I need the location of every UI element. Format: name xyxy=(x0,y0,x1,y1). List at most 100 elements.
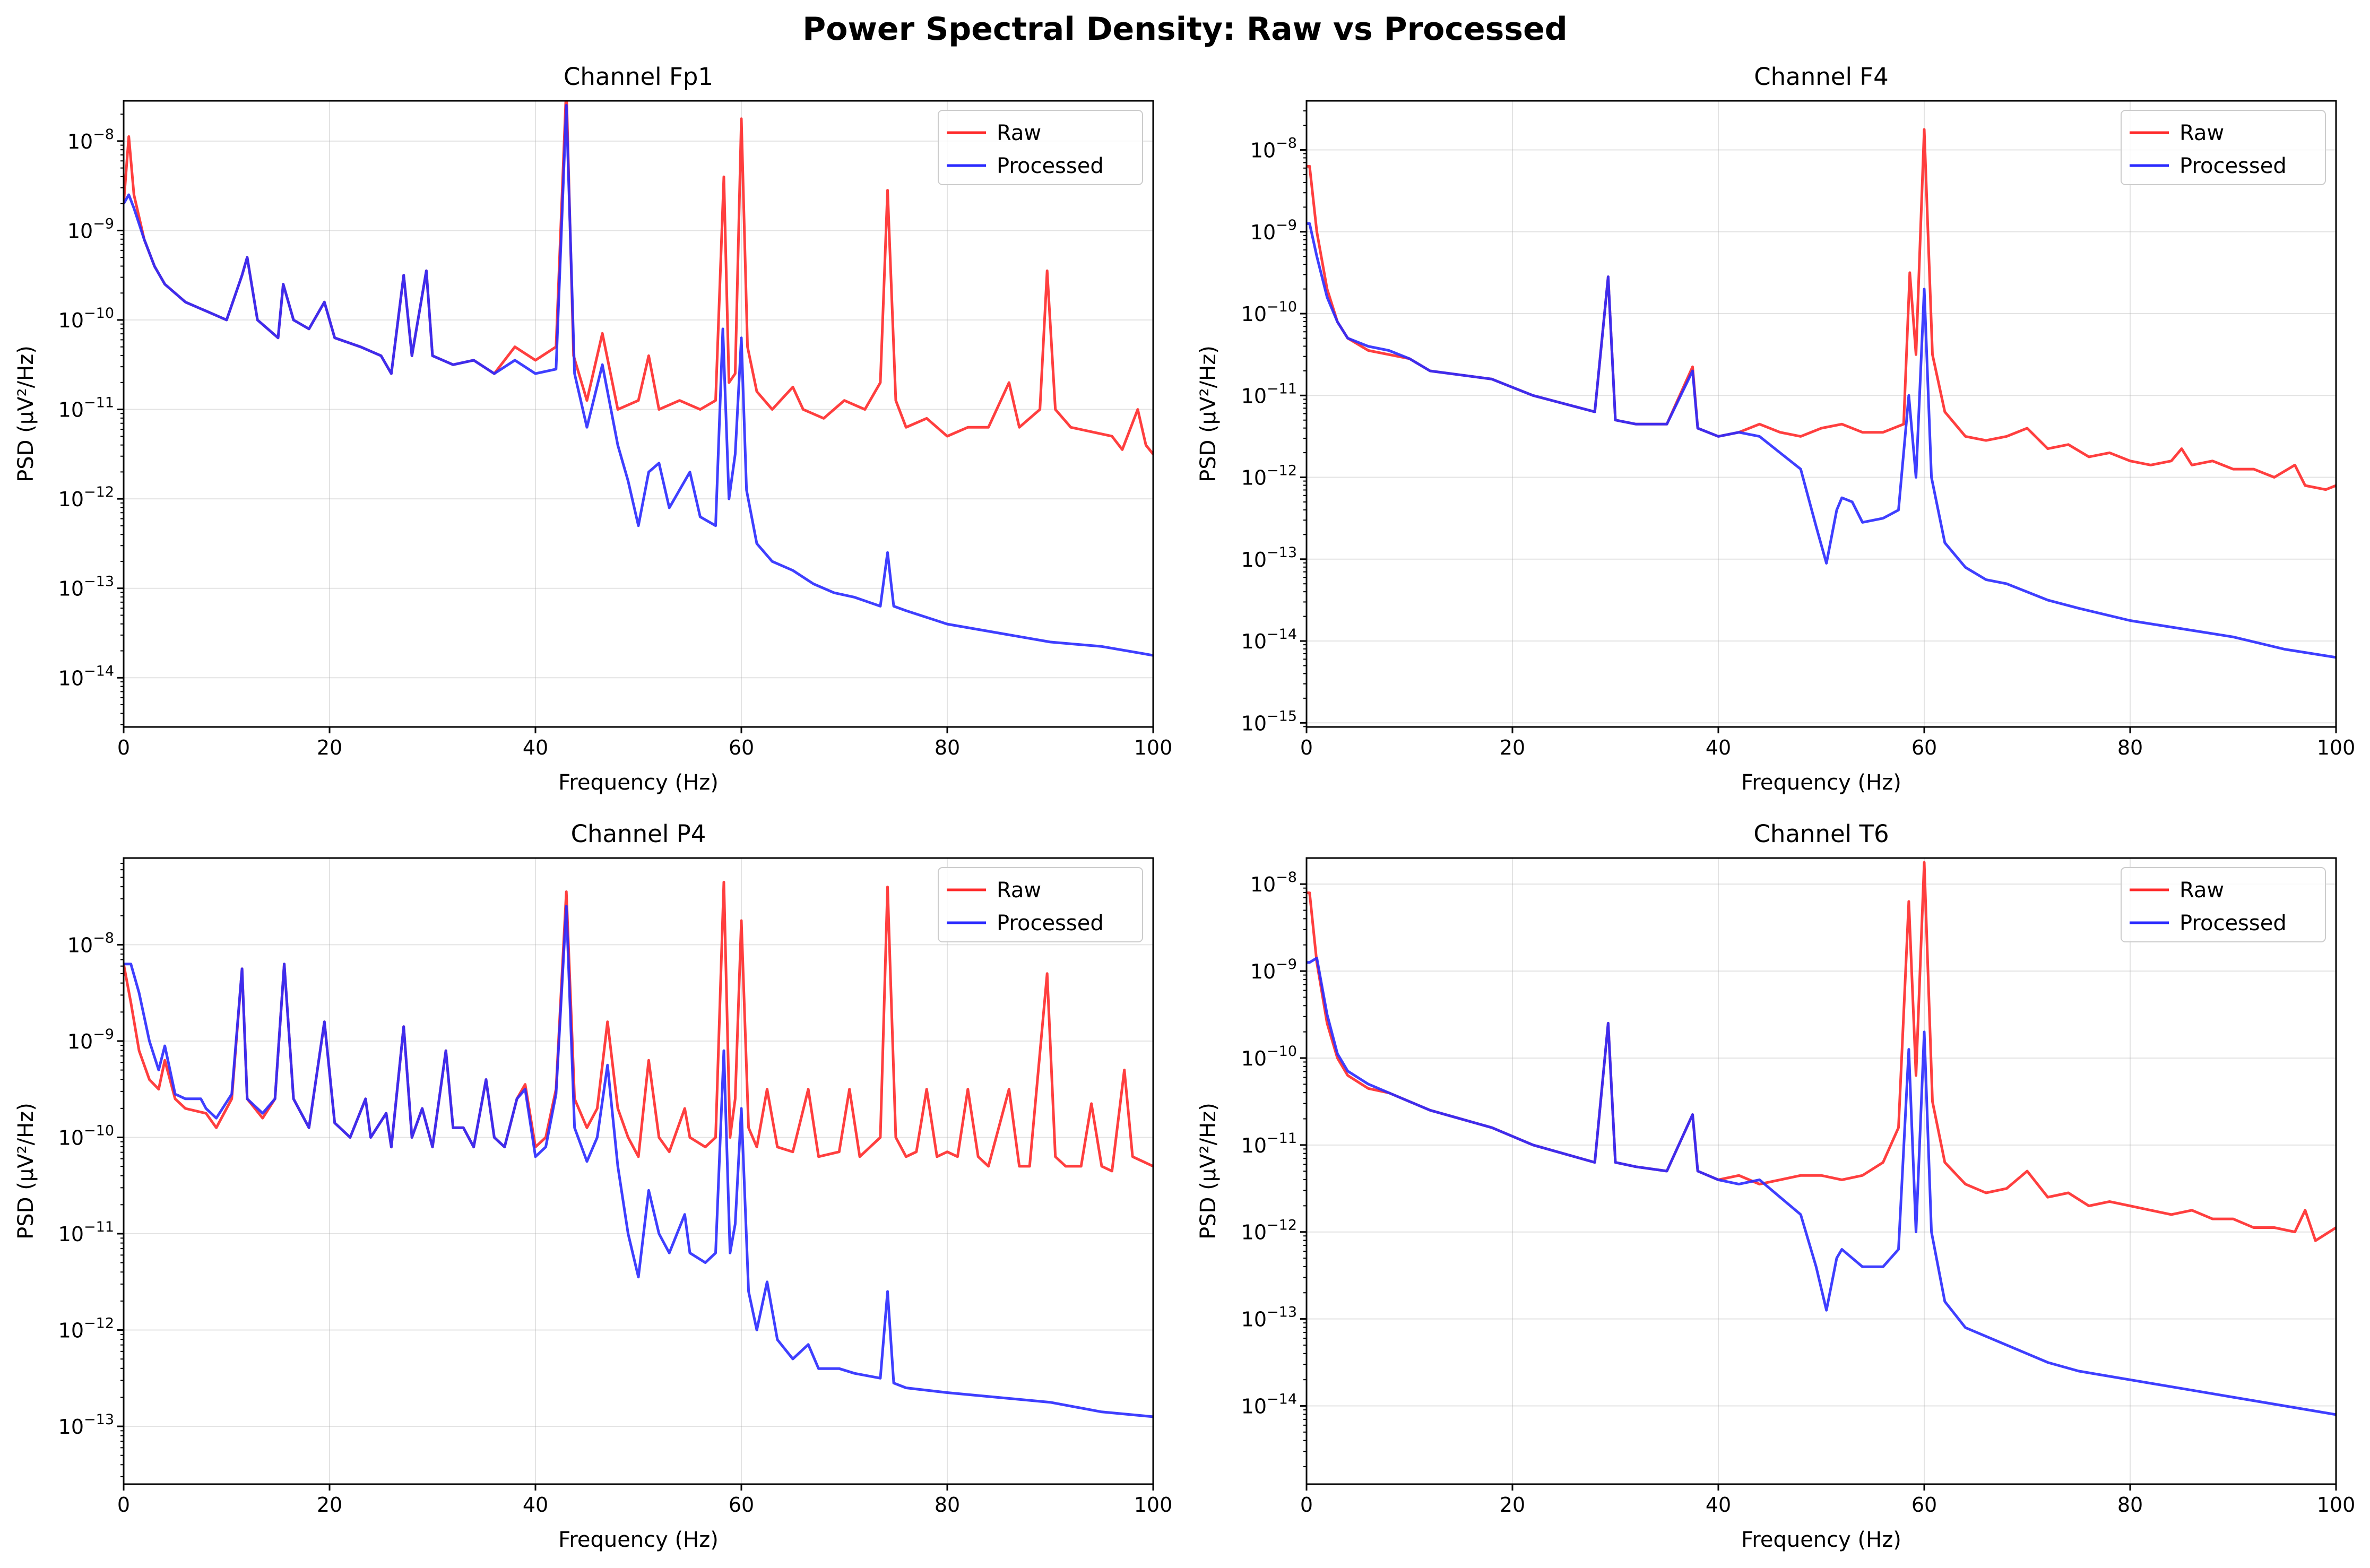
legend-entry-label: Raw xyxy=(2179,121,2224,145)
legend-box xyxy=(938,867,1143,942)
x-tick-label: 60 xyxy=(1911,1493,1937,1517)
y-tick-label: 10−13 xyxy=(58,574,114,601)
x-tick-label: 60 xyxy=(729,1493,754,1517)
legend-entry-label: Processed xyxy=(997,154,1104,178)
panel-title: Channel T6 xyxy=(1753,820,1889,848)
y-tick-label: 10−13 xyxy=(1241,1304,1297,1331)
y-tick-label: 10−8 xyxy=(1250,135,1297,162)
panel-t6: Channel T6 Frequency (Hz) PSD (µV²/Hz) 0… xyxy=(1196,820,2355,1552)
x-axis-label: Frequency (Hz) xyxy=(558,1528,719,1552)
y-tick-label: 10−14 xyxy=(58,663,114,690)
legend: Raw Processed xyxy=(938,867,1143,942)
y-axis-label: PSD (µV²/Hz) xyxy=(1196,1103,1221,1240)
panel-title: Channel F4 xyxy=(1754,63,1889,91)
legend-entry-label: Raw xyxy=(997,878,1041,903)
x-tick-label: 40 xyxy=(523,1493,548,1517)
plot-area: 0 20 40 60 80 100 10−8 10−9 10−10 10−11 10−12 10−13… xyxy=(58,857,1173,1517)
x-tick-label: 0 xyxy=(117,1493,130,1517)
panel-f4: Channel F4 Frequency (Hz) PSD (µV²/Hz) 0… xyxy=(1196,63,2355,795)
x-tick-label: 80 xyxy=(2117,1493,2143,1517)
y-tick-label: 10−13 xyxy=(1241,544,1297,571)
x-tick-label: 20 xyxy=(317,736,342,759)
x-tick-label: 40 xyxy=(1706,736,1731,759)
plot-area: 0 20 40 60 80 100 10−8 10−9 10−10 10−11 10−12 10−13… xyxy=(1241,100,2356,759)
x-axis-label: Frequency (Hz) xyxy=(558,770,719,795)
y-tick-label: 10−11 xyxy=(1241,1130,1297,1157)
y-tick-label: 10−11 xyxy=(58,395,114,422)
series-line-processed xyxy=(124,103,1153,657)
y-tick-label: 10−8 xyxy=(67,930,114,957)
legend-box xyxy=(2121,867,2326,942)
x-tick-label: 40 xyxy=(1706,1493,1731,1517)
y-tick-label: 10−14 xyxy=(1241,626,1297,653)
y-tick-label: 10−10 xyxy=(58,305,114,332)
y-axis-label: PSD (µV²/Hz) xyxy=(1196,345,1221,482)
panel-p4: Channel P4 Frequency (Hz) PSD (µV²/Hz) 0… xyxy=(14,820,1172,1552)
axes-frame xyxy=(1305,857,2337,1485)
y-tick-label: 10−9 xyxy=(67,1026,114,1053)
y-tick-label: 10−12 xyxy=(1241,463,1297,490)
legend-entry-label: Raw xyxy=(997,121,1041,145)
panel-title: Channel P4 xyxy=(571,820,706,848)
axes-frame xyxy=(1305,100,2337,728)
legend-entry-label: Raw xyxy=(2179,878,2224,903)
grid xyxy=(123,858,1154,1484)
y-tick-label: 10−10 xyxy=(1241,1043,1297,1070)
legend-box xyxy=(938,110,1143,185)
legend-box xyxy=(2121,110,2326,185)
y-tick-label: 10−12 xyxy=(58,1315,114,1342)
series-line-processed xyxy=(1307,222,2336,659)
x-tick-label: 20 xyxy=(317,1493,342,1517)
legend: Raw Processed xyxy=(2121,867,2326,942)
x-tick-label: 80 xyxy=(935,736,960,759)
x-axis-label: Frequency (Hz) xyxy=(1741,1528,1901,1552)
y-tick-label: 10−9 xyxy=(1250,217,1297,244)
x-tick-label: 40 xyxy=(523,736,548,759)
x-tick-label: 80 xyxy=(935,1493,960,1517)
y-axis-label: PSD (µV²/Hz) xyxy=(14,1103,38,1240)
y-tick-label: 10−8 xyxy=(67,126,114,153)
x-axis-label: Frequency (Hz) xyxy=(1741,770,1901,795)
x-tick-label: 20 xyxy=(1500,1493,1525,1517)
y-tick-label: 10−11 xyxy=(58,1219,114,1246)
legend-entry-label: Processed xyxy=(997,911,1104,935)
series-line-processed xyxy=(1307,957,2336,1416)
x-tick-label: 0 xyxy=(1300,736,1313,759)
x-tick-label: 100 xyxy=(1134,736,1173,759)
y-tick-label: 10−11 xyxy=(1241,380,1297,408)
plot-area: 0 20 40 60 80 100 10−8 10−9 10−10 10−11 10−12 10−13… xyxy=(58,100,1173,759)
y-tick-label: 10−9 xyxy=(1250,956,1297,983)
y-tick-label: 10−15 xyxy=(1241,708,1297,735)
y-tick-label: 10−12 xyxy=(58,484,114,511)
y-tick-label: 10−10 xyxy=(1241,299,1297,326)
series-line-processed xyxy=(124,905,1153,1418)
x-tick-label: 100 xyxy=(2317,736,2356,759)
x-tick-label: 0 xyxy=(117,736,130,759)
y-tick-label: 10−10 xyxy=(58,1122,114,1149)
y-tick-label: 10−12 xyxy=(1241,1217,1297,1244)
legend-entry-label: Processed xyxy=(2179,154,2287,178)
grid xyxy=(1306,101,2337,727)
x-tick-label: 100 xyxy=(2317,1493,2356,1517)
legend: Raw Processed xyxy=(2121,110,2326,185)
grid xyxy=(1306,858,2337,1484)
x-tick-label: 60 xyxy=(1911,736,1937,759)
x-tick-label: 60 xyxy=(729,736,754,759)
x-tick-label: 20 xyxy=(1500,736,1525,759)
y-tick-label: 10−13 xyxy=(58,1411,114,1439)
figure-title: Power Spectral Density: Raw vs Processed xyxy=(802,11,1567,48)
legend: Raw Processed xyxy=(938,110,1143,185)
x-tick-label: 0 xyxy=(1300,1493,1313,1517)
panel-title: Channel Fp1 xyxy=(564,63,713,91)
y-tick-label: 10−8 xyxy=(1250,869,1297,896)
axes-frame xyxy=(123,857,1154,1485)
panel-fp1: Channel Fp1 Frequency (Hz) PSD (µV²/Hz) … xyxy=(14,63,1172,795)
plot-area: 0 20 40 60 80 100 10−8 10−9 10−10 10−11 10−12 10−13… xyxy=(1241,857,2356,1517)
y-axis-label: PSD (µV²/Hz) xyxy=(14,345,38,482)
y-tick-label: 10−9 xyxy=(67,215,114,242)
legend-entry-label: Processed xyxy=(2179,911,2287,935)
x-tick-label: 80 xyxy=(2117,736,2143,759)
x-tick-label: 100 xyxy=(1134,1493,1173,1517)
y-tick-label: 10−14 xyxy=(1241,1391,1297,1418)
